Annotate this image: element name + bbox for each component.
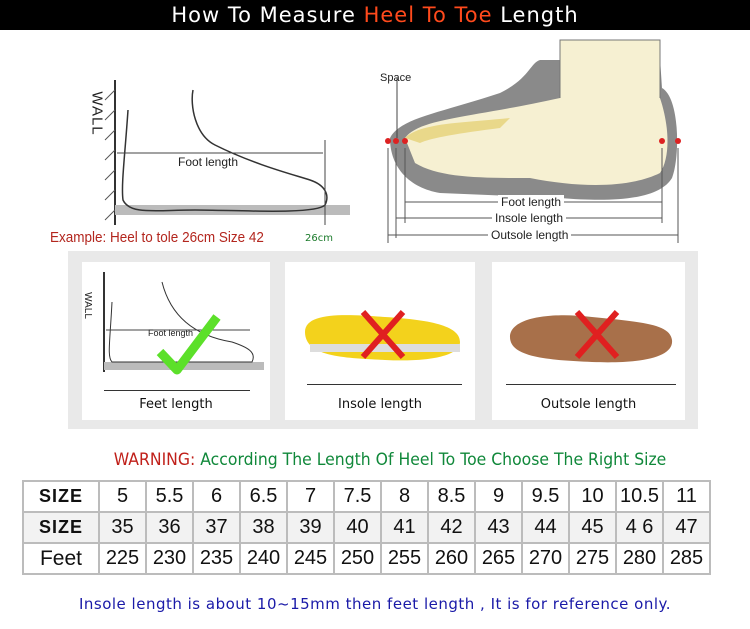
table-cell: 250 [333,542,382,575]
insole-length-label: Insole length [492,211,567,225]
panel-label: Outsole length [540,397,637,412]
row-header: Feet [22,542,100,575]
table-cell: 47 [662,511,711,544]
example-text: Example: Heel to tole 26cm Size 42 [50,229,264,246]
foot-against-wall-illustration [104,80,350,225]
table-cell: 240 [239,542,288,575]
table-cell: 6 [192,480,241,513]
table-cell: 10.5 [615,480,664,513]
table-row: SIZE 35 36 37 38 39 40 41 42 43 44 45 4 6 47 [22,511,711,544]
table-cell: 280 [615,542,664,575]
title-text-end: Length [492,3,579,27]
panel-feet-length: WALL Foot length Feet length [82,262,270,420]
warning-text: WARNING: According The Length Of Heel To… [31,450,749,470]
panel-insole-length: Insole length [285,262,475,420]
table-cell: 38 [239,511,288,544]
wall-label-small: WALL [81,292,93,319]
table-cell: 44 [521,511,570,544]
shoe-cross-section-illustration [385,39,681,243]
table-cell: 41 [380,511,429,544]
measure-line [307,384,462,385]
table-cell: 8.5 [427,480,476,513]
outsole-length-label: Outsole length [488,228,572,242]
title-highlight: Heel To Toe [363,3,493,27]
table-cell: 245 [286,542,335,575]
foot-length-label: Foot length [178,155,239,169]
table-cell: 42 [427,511,476,544]
table-cell: 37 [192,511,241,544]
wall-label: WALL [88,91,106,136]
panel-outsole-length: Outsole length [492,262,685,420]
table-cell: 5 [98,480,147,513]
table-cell: 43 [474,511,523,544]
row-header: SIZE [22,511,100,544]
table-row: SIZE 5 5.5 6 6.5 7 7.5 8 8.5 9 9.5 10 10.5 11 [22,480,711,513]
outsole-illustration [510,310,673,363]
table-cell: 36 [145,511,194,544]
table-cell: 260 [427,542,476,575]
title-text: How To Measure [171,3,364,27]
space-label: Space [380,72,412,84]
foot-illustration [103,272,264,375]
table-cell: 11 [662,480,711,513]
table-cell: 39 [286,511,335,544]
table-cell: 6.5 [239,480,288,513]
table-cell: 270 [521,542,570,575]
insole-illustration [305,310,460,361]
warning-prefix: WARNING: [113,450,196,470]
table-cell: 8 [380,480,429,513]
table-cell: 9 [474,480,523,513]
table-cell: 225 [98,542,147,575]
table-cell: 9.5 [521,480,570,513]
measure-line [104,390,250,391]
panel-label: Feet length [139,397,213,412]
table-cell: 10 [568,480,617,513]
table-cell: 275 [568,542,617,575]
footer-note: Insole length is about 10~15mm then feet… [78,595,672,613]
table-cell: 7.5 [333,480,382,513]
table-cell: 45 [568,511,617,544]
table-cell: 35 [98,511,147,544]
foot-length-label-small: Foot length [148,328,194,338]
panel-label: Insole length [338,397,422,412]
table-cell: 40 [333,511,382,544]
table-cell: 235 [192,542,241,575]
table-cell: 265 [474,542,523,575]
table-cell: 7 [286,480,335,513]
table-cell: 255 [380,542,429,575]
table-cell: 4 6 [615,511,664,544]
foot-length-label-right: Foot length [498,195,565,209]
size-table: SIZE 5 5.5 6 6.5 7 7.5 8 8.5 9 9.5 10 10.5 11 SIZE 35 36… [22,480,711,575]
table-cell: 230 [145,542,194,575]
row-header: SIZE [22,480,100,513]
table-cell: 5.5 [145,480,194,513]
measure-line [506,384,676,385]
warning-message: According The Length Of Heel To Toe Choo… [200,450,667,470]
cm-label: 26cm [305,233,333,244]
title-bar: How To Measure Heel To Toe Length [0,0,750,30]
table-cell: 285 [662,542,711,575]
table-row: Feet 225 230 235 240 245 250 255 260 265 270 275 280… [22,542,711,575]
